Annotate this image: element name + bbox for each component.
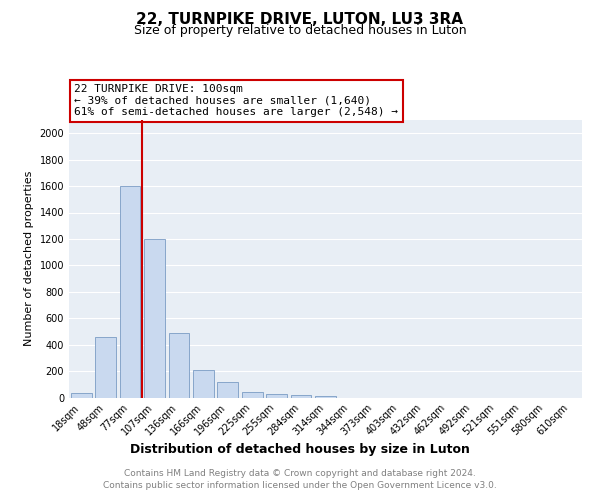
Y-axis label: Number of detached properties: Number of detached properties	[24, 171, 34, 346]
Bar	[71, 393, 92, 398]
Text: Distribution of detached houses by size in Luton: Distribution of detached houses by size …	[130, 442, 470, 456]
Bar	[144, 239, 165, 398]
Bar	[266, 394, 287, 398]
Bar	[315, 396, 336, 398]
Text: 22, TURNPIKE DRIVE, LUTON, LU3 3RA: 22, TURNPIKE DRIVE, LUTON, LU3 3RA	[137, 12, 464, 28]
Bar	[217, 382, 238, 398]
Bar	[95, 336, 116, 398]
Bar	[169, 333, 190, 398]
Text: Contains public sector information licensed under the Open Government Licence v3: Contains public sector information licen…	[103, 481, 497, 490]
Text: Contains HM Land Registry data © Crown copyright and database right 2024.: Contains HM Land Registry data © Crown c…	[124, 469, 476, 478]
Bar	[193, 370, 214, 398]
Text: Size of property relative to detached houses in Luton: Size of property relative to detached ho…	[134, 24, 466, 37]
Bar	[242, 392, 263, 398]
Bar	[290, 395, 311, 398]
Text: 22 TURNPIKE DRIVE: 100sqm
← 39% of detached houses are smaller (1,640)
61% of se: 22 TURNPIKE DRIVE: 100sqm ← 39% of detac…	[74, 84, 398, 117]
Bar	[119, 186, 140, 398]
